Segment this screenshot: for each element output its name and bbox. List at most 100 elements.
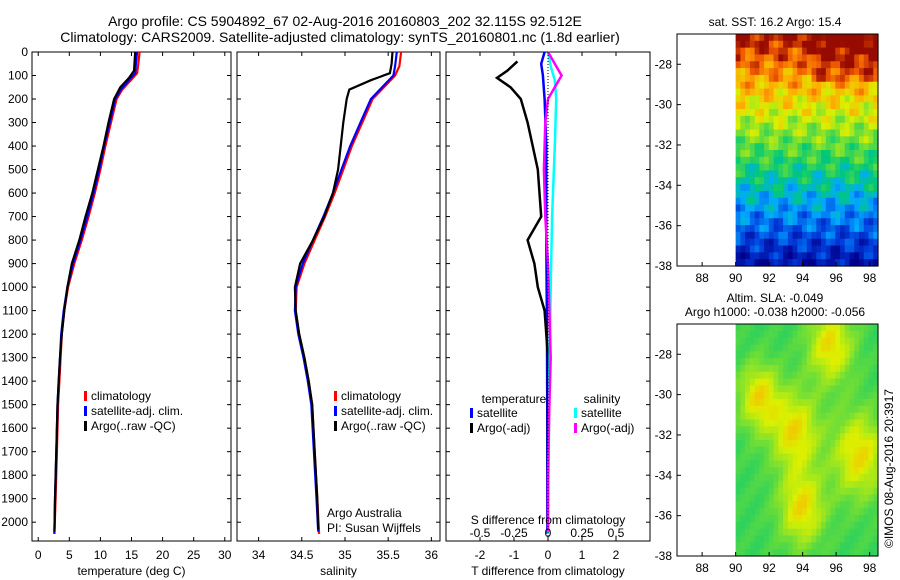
map-cell [778,115,784,124]
map-cell [844,480,851,489]
map-cell [835,259,841,267]
map-cell [859,95,865,103]
map-cell [835,528,841,537]
map-cell [806,102,813,110]
map-cell [783,412,789,421]
map-cell [797,150,803,158]
map-cell [816,515,822,523]
map-cell [844,446,851,455]
map-cell [840,405,846,414]
map-cell [802,259,808,267]
map-cell [811,378,817,387]
map-cell [859,61,865,69]
map-cell [844,40,851,49]
figure-title-line1: Argo profile: CS 5904892_67 02-Aug-2016 … [108,13,582,29]
map-cell [859,515,865,523]
map-cell [783,385,789,393]
legend-label-salinity-profile-2: Argo(..raw -QC) [341,419,426,433]
map-cell [825,238,832,247]
map-cell [749,54,756,62]
map-cell [778,170,784,178]
map-cell [754,324,760,332]
map-cell [764,252,770,260]
map-cell [764,549,770,557]
map-cell [749,528,756,537]
map-cell [787,211,794,219]
x-tick-label-temperature-profile-0: 0 [35,548,42,562]
map-cell [840,508,846,516]
map-cell [849,61,855,69]
map-cell [868,324,874,332]
map-cell [854,399,860,407]
map-cell [745,480,751,489]
map-cell [811,399,817,407]
map-cell [735,177,741,185]
map-cell [863,467,870,475]
map-cell [759,68,765,76]
map-cell [759,163,765,172]
map-cell [745,40,751,49]
legend-label-diff-s_satellite: satellite [581,406,622,420]
map-cell [749,170,756,178]
map-cell [844,95,851,103]
map-cell [859,150,865,158]
map-cell [873,204,879,213]
map-cell [811,364,817,373]
map-cell [873,405,879,414]
map-cell [787,61,794,69]
map-cell [835,542,841,550]
map-cell [787,252,794,260]
map-cell [783,259,789,267]
map-cell [787,225,794,233]
map-cell [735,501,741,509]
map-cell [802,378,808,387]
map-cell [802,392,808,400]
map-cell [735,74,741,83]
map-cell [854,405,860,414]
map-cell [778,344,784,352]
map-cell [759,487,765,496]
map-cell [849,521,855,530]
map-cell [811,521,817,530]
map-cell [787,88,794,97]
map-cell [830,385,836,393]
map-cell [868,480,874,489]
map-cell [816,419,822,427]
map-cell [821,225,827,233]
map-cell [830,426,836,434]
map-cell [840,515,846,523]
map-cell [749,95,756,103]
panels: 0100200300400500600700800900100011001200… [1,33,879,578]
map-cell [859,358,865,366]
map-cell [830,170,836,178]
map-cell [787,218,794,226]
map-cell [802,102,808,110]
map-cell [764,156,770,165]
map-cell [859,136,865,144]
map-cell [773,385,779,393]
map-cell [844,419,851,427]
map-cell [797,364,803,373]
map-cell [859,34,865,42]
map-cell [759,34,765,42]
map-cell [811,211,817,219]
map-cell [849,515,855,523]
map-cell [806,419,813,427]
map-cell [783,197,789,206]
map-cell [811,487,817,496]
map-cell [792,225,798,233]
map-cell [768,392,775,400]
map-cell [835,34,841,42]
map-cell [768,259,775,267]
map-cell [764,467,770,475]
map-cell [759,392,765,400]
map-cell [849,156,855,165]
map-cell [773,61,779,69]
map-cell [778,61,784,69]
map-cell [821,177,827,185]
map-cell [873,197,879,206]
map-cell [773,245,779,253]
map-cell [787,170,794,178]
map-cell [745,364,751,373]
map-cell [863,440,870,448]
